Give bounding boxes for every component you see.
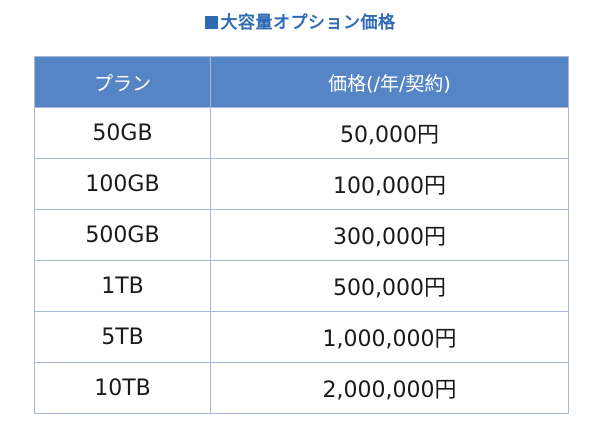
- page-title-text: 大容量オプション価格: [220, 13, 396, 33]
- column-header-plan: プラン: [34, 56, 211, 108]
- plan-cell: 1TB: [34, 260, 211, 312]
- table-row: 100GB 100,000円: [34, 158, 569, 210]
- column-header-price: 価格(/年/契約): [210, 56, 569, 108]
- plan-cell: 50GB: [34, 107, 211, 159]
- plan-cell: 5TB: [34, 311, 211, 363]
- price-table: プラン 価格(/年/契約) 50GB 50,000円 100GB 100,000…: [34, 56, 569, 414]
- table-row: 10TB 2,000,000円: [34, 362, 569, 414]
- table-row: 5TB 1,000,000円: [34, 311, 569, 363]
- price-cell: 500,000円: [210, 260, 569, 312]
- price-cell: 1,000,000円: [210, 311, 569, 363]
- table-row: 1TB 500,000円: [34, 260, 569, 312]
- price-cell: 50,000円: [210, 107, 569, 159]
- price-cell: 300,000円: [210, 209, 569, 261]
- table-row: 50GB 50,000円: [34, 107, 569, 159]
- square-bullet-icon: [204, 16, 218, 29]
- plan-cell: 100GB: [34, 158, 211, 210]
- table-row: 500GB 300,000円: [34, 209, 569, 261]
- plan-cell: 500GB: [34, 209, 211, 261]
- plan-cell: 10TB: [34, 362, 211, 414]
- price-cell: 2,000,000円: [210, 362, 569, 414]
- price-cell: 100,000円: [210, 158, 569, 210]
- page-title: 大容量オプション価格: [0, 12, 600, 34]
- table-header-row: プラン 価格(/年/契約): [34, 56, 569, 108]
